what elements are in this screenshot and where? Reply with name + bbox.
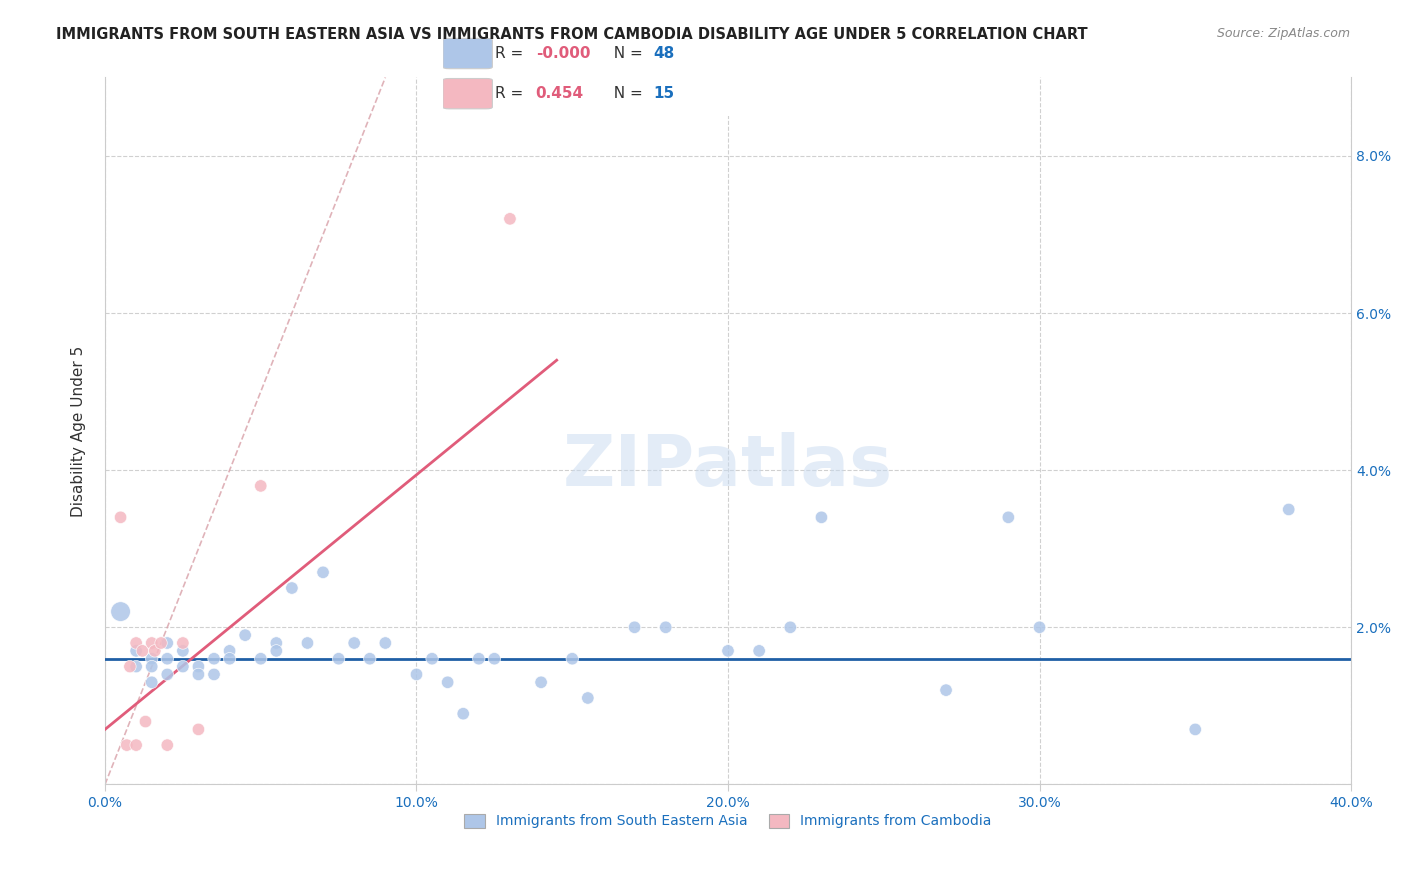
Point xyxy=(1028,620,1050,634)
Point xyxy=(1278,502,1301,516)
FancyBboxPatch shape xyxy=(443,38,492,69)
Text: ZIPatlas: ZIPatlas xyxy=(562,432,893,500)
Text: R =: R = xyxy=(495,87,533,101)
Text: R =: R = xyxy=(495,46,529,61)
Point xyxy=(249,651,271,665)
Point xyxy=(172,636,194,650)
Point xyxy=(468,651,491,665)
Point xyxy=(125,659,148,673)
Point xyxy=(281,581,304,595)
Point xyxy=(530,675,553,690)
Point xyxy=(118,659,141,673)
FancyBboxPatch shape xyxy=(443,78,492,109)
Point xyxy=(810,510,832,524)
Text: N =: N = xyxy=(603,46,647,61)
Point xyxy=(499,211,522,226)
Point xyxy=(266,644,288,658)
Point xyxy=(134,714,156,729)
Point xyxy=(935,683,957,698)
Point xyxy=(576,691,599,706)
Text: -0.000: -0.000 xyxy=(536,46,591,61)
Point xyxy=(359,651,381,665)
Point xyxy=(374,636,396,650)
Text: 0.454: 0.454 xyxy=(536,87,583,101)
Point xyxy=(420,651,443,665)
Point xyxy=(266,636,288,650)
Point xyxy=(623,620,645,634)
Point xyxy=(484,651,506,665)
Y-axis label: Disability Age Under 5: Disability Age Under 5 xyxy=(72,345,86,516)
Point xyxy=(717,644,740,658)
Point xyxy=(328,651,350,665)
Point xyxy=(654,620,676,634)
Point xyxy=(125,738,148,752)
Point xyxy=(748,644,770,658)
Point xyxy=(156,738,179,752)
Point xyxy=(561,651,583,665)
Point xyxy=(143,644,166,658)
Point xyxy=(110,510,132,524)
Point xyxy=(115,738,138,752)
Point xyxy=(436,675,458,690)
Legend: Immigrants from South Eastern Asia, Immigrants from Cambodia: Immigrants from South Eastern Asia, Immi… xyxy=(458,808,997,834)
Point xyxy=(125,644,148,658)
Point xyxy=(141,651,163,665)
Point xyxy=(110,605,132,619)
Point xyxy=(218,651,240,665)
Point xyxy=(156,667,179,681)
Point xyxy=(202,651,225,665)
Point xyxy=(779,620,801,634)
Point xyxy=(218,644,240,658)
Point xyxy=(141,675,163,690)
Point xyxy=(187,723,209,737)
Point xyxy=(150,636,173,650)
Point xyxy=(405,667,427,681)
Point xyxy=(249,479,271,493)
Text: IMMIGRANTS FROM SOUTH EASTERN ASIA VS IMMIGRANTS FROM CAMBODIA DISABILITY AGE UN: IMMIGRANTS FROM SOUTH EASTERN ASIA VS IM… xyxy=(56,27,1088,42)
Point xyxy=(156,651,179,665)
Point xyxy=(141,659,163,673)
Point xyxy=(141,636,163,650)
Text: N =: N = xyxy=(603,87,647,101)
Point xyxy=(343,636,366,650)
Point xyxy=(187,659,209,673)
FancyBboxPatch shape xyxy=(440,26,755,117)
Text: 15: 15 xyxy=(654,87,675,101)
Point xyxy=(156,636,179,650)
Point xyxy=(131,644,153,658)
Point xyxy=(187,667,209,681)
Point xyxy=(202,667,225,681)
Point xyxy=(312,566,335,580)
Point xyxy=(297,636,319,650)
Text: 48: 48 xyxy=(654,46,675,61)
Point xyxy=(1184,723,1206,737)
Point xyxy=(233,628,256,642)
Point xyxy=(172,659,194,673)
Point xyxy=(172,644,194,658)
Point xyxy=(997,510,1019,524)
Point xyxy=(451,706,474,721)
Point xyxy=(125,636,148,650)
Text: Source: ZipAtlas.com: Source: ZipAtlas.com xyxy=(1216,27,1350,40)
